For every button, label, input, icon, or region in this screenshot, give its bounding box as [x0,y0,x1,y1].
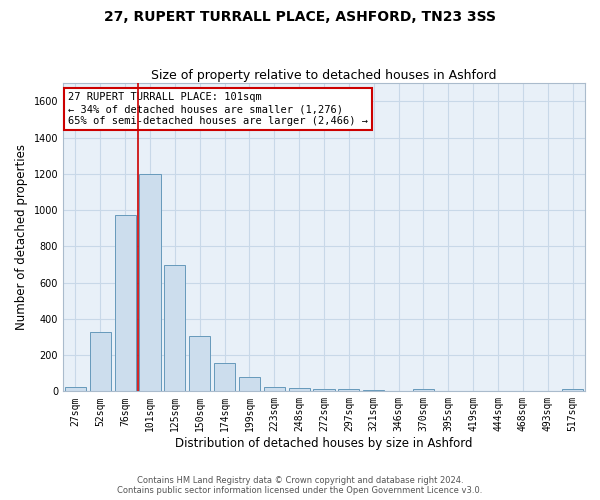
X-axis label: Distribution of detached houses by size in Ashford: Distribution of detached houses by size … [175,437,473,450]
Text: 27 RUPERT TURRALL PLACE: 101sqm
← 34% of detached houses are smaller (1,276)
65%: 27 RUPERT TURRALL PLACE: 101sqm ← 34% of… [68,92,368,126]
Text: 27, RUPERT TURRALL PLACE, ASHFORD, TN23 3SS: 27, RUPERT TURRALL PLACE, ASHFORD, TN23 … [104,10,496,24]
Bar [413,389,434,392]
Bar [214,363,235,392]
Y-axis label: Number of detached properties: Number of detached properties [15,144,28,330]
Bar [363,390,384,392]
Bar [264,387,285,392]
Bar [313,388,335,392]
Bar [139,174,161,392]
Bar [189,336,211,392]
Bar [562,389,583,392]
Bar [164,266,185,392]
Title: Size of property relative to detached houses in Ashford: Size of property relative to detached ho… [151,69,497,82]
Bar [115,216,136,392]
Bar [65,387,86,392]
Bar [289,388,310,392]
Bar [239,377,260,392]
Bar [338,389,359,392]
Text: Contains HM Land Registry data © Crown copyright and database right 2024.
Contai: Contains HM Land Registry data © Crown c… [118,476,482,495]
Bar [90,332,111,392]
